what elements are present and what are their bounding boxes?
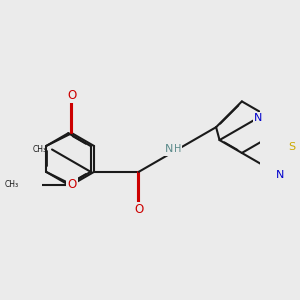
Text: N: N bbox=[254, 113, 262, 123]
Text: O: O bbox=[67, 178, 76, 191]
Text: O: O bbox=[67, 89, 76, 102]
Text: H: H bbox=[174, 145, 181, 154]
Text: N: N bbox=[165, 145, 174, 154]
Text: O: O bbox=[134, 203, 143, 216]
Text: N: N bbox=[276, 170, 285, 180]
Text: CH₃: CH₃ bbox=[4, 180, 18, 189]
Text: S: S bbox=[288, 142, 295, 152]
Text: CH₃: CH₃ bbox=[32, 145, 47, 154]
